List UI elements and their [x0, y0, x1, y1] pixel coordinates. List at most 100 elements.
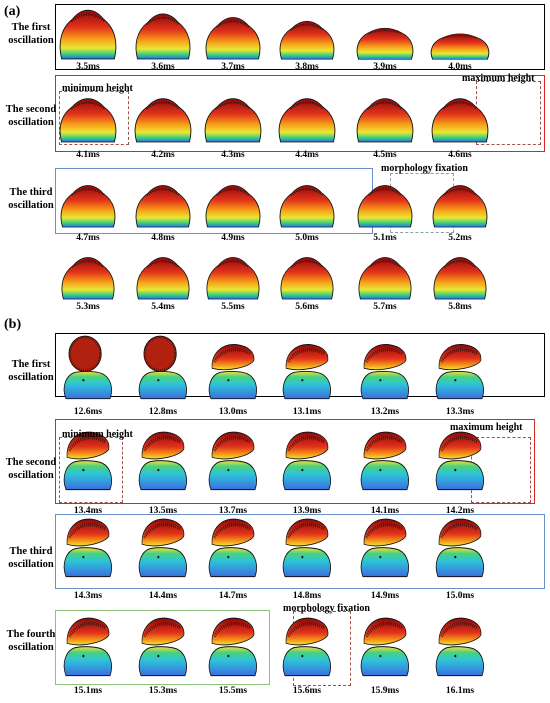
time-caption: 5.3ms: [76, 302, 100, 312]
panel-b-morphology-note: morphology fixation: [283, 603, 370, 614]
droplet-image: [431, 334, 489, 400]
panel-b-row2-label: The second oscillation: [5, 457, 57, 481]
time-caption: 14.1ms: [370, 506, 400, 516]
droplet-image: [204, 607, 262, 677]
droplet-image: [355, 95, 415, 143]
time-caption: 4.2ms: [151, 150, 175, 160]
time-caption: 13.0ms: [218, 407, 248, 417]
time-caption: 13.1ms: [292, 407, 322, 417]
droplet-image: [135, 254, 191, 300]
panel-a-morphology-note: morphology fixation: [381, 163, 468, 174]
droplet-image: [278, 182, 336, 228]
time-caption: 4.4ms: [295, 150, 319, 160]
panel-a-min-height-note: minimum height: [62, 83, 133, 94]
droplet-image: [204, 334, 262, 400]
time-caption: 13.7ms: [218, 506, 248, 516]
panel-b-row2-box: [55, 419, 535, 504]
droplet-image: [205, 254, 261, 300]
droplet-image: [59, 607, 117, 677]
time-caption: 13.4ms: [73, 506, 103, 516]
time-caption: 5.2ms: [448, 233, 472, 243]
droplet-image: [430, 95, 490, 143]
time-caption: 15.6ms: [292, 686, 322, 696]
droplet-image: [59, 334, 117, 400]
droplet-image: [134, 607, 192, 677]
panel-a-row1-label: The first oscillation: [8, 22, 54, 46]
time-caption: 4.9ms: [221, 233, 245, 243]
droplet-image: [278, 334, 336, 400]
panel-b-max-height-note: maximum height: [450, 422, 523, 433]
time-caption: 4.3ms: [221, 150, 245, 160]
time-caption: 16.1ms: [445, 686, 475, 696]
droplet-image: [431, 421, 489, 491]
droplet-image: [204, 421, 262, 491]
droplet-image: [432, 254, 488, 300]
droplet-image: [278, 508, 336, 578]
time-caption: 13.3ms: [445, 407, 475, 417]
droplet-image: [355, 26, 415, 60]
panel-b-row4-label: The fourth oscillation: [6, 629, 56, 653]
time-caption: 5.8ms: [448, 302, 472, 312]
panel-b-min-height-note: minimum height: [62, 429, 133, 440]
time-caption: 3.9ms: [373, 62, 397, 72]
panel-b-row3-label: The third oscillation: [8, 546, 54, 570]
droplet-image: [203, 95, 263, 143]
time-caption: 5.4ms: [151, 302, 175, 312]
time-caption: 4.7ms: [76, 233, 100, 243]
droplet-image: [58, 95, 118, 143]
droplet-image: [134, 10, 192, 60]
time-caption: 5.0ms: [295, 233, 319, 243]
time-caption: 3.7ms: [221, 62, 245, 72]
panel-b-row1-label: The first oscillation: [8, 359, 54, 383]
panel-a-row3-label: The third oscillation: [8, 187, 54, 211]
droplet-image: [357, 254, 413, 300]
panel-a-row2-box: [55, 75, 545, 152]
droplet-image: [431, 508, 489, 578]
droplet-image: [356, 182, 414, 228]
droplet-image: [134, 421, 192, 491]
droplet-image: [431, 607, 489, 677]
time-caption: 15.9ms: [370, 686, 400, 696]
time-caption: 15.0ms: [445, 591, 475, 601]
time-caption: 15.3ms: [148, 686, 178, 696]
time-caption: 13.5ms: [148, 506, 178, 516]
droplet-image: [429, 32, 491, 60]
droplet-image: [277, 95, 337, 143]
droplet-image: [134, 508, 192, 578]
panel-a-max-height-note: maximum height: [462, 73, 535, 84]
droplet-image: [204, 14, 262, 60]
time-caption: 13.9ms: [292, 506, 322, 516]
time-caption: 5.1ms: [373, 233, 397, 243]
panel-a-label: (a): [4, 4, 21, 19]
time-caption: 14.4ms: [148, 591, 178, 601]
droplet-image: [59, 421, 117, 491]
time-caption: 4.0ms: [448, 62, 472, 72]
time-caption: 5.6ms: [295, 302, 319, 312]
droplet-image: [278, 607, 336, 677]
time-caption: 3.5ms: [76, 62, 100, 72]
time-caption: 4.8ms: [151, 233, 175, 243]
droplet-image: [204, 182, 262, 228]
time-caption: 12.6ms: [73, 407, 103, 417]
droplet-image: [59, 182, 117, 228]
panel-b-label: (b): [4, 317, 22, 332]
time-caption: 4.5ms: [373, 150, 397, 160]
time-caption: 13.2ms: [370, 407, 400, 417]
droplet-image: [58, 6, 118, 60]
panel-b-row3-box: [55, 514, 545, 589]
droplet-image: [59, 508, 117, 578]
panel-b-row4-box: [55, 610, 270, 685]
time-caption: 4.1ms: [76, 150, 100, 160]
droplet-image: [356, 508, 414, 578]
panel-a-min-height-box: [59, 91, 129, 145]
time-caption: 14.8ms: [292, 591, 322, 601]
time-caption: 5.7ms: [373, 302, 397, 312]
droplet-image: [133, 95, 193, 143]
droplet-image: [356, 334, 414, 400]
time-caption: 14.3ms: [73, 591, 103, 601]
droplet-image: [60, 254, 116, 300]
panel-a-row2-label: The second oscillation: [5, 104, 57, 128]
droplet-image: [431, 182, 489, 228]
time-caption: 15.1ms: [73, 686, 103, 696]
droplet-image: [278, 18, 336, 60]
